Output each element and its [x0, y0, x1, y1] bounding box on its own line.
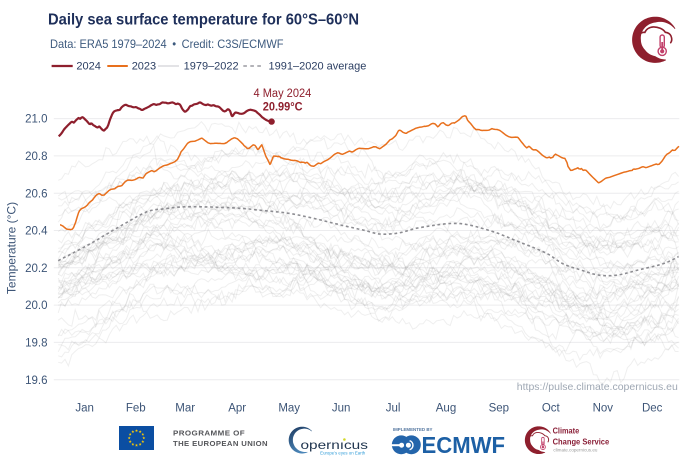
svg-text:1979–2022: 1979–2022 — [184, 61, 239, 73]
svg-text:20.8: 20.8 — [25, 151, 47, 163]
svg-text:4 May 2024: 4 May 2024 — [254, 88, 312, 100]
svg-text:20.0: 20.0 — [25, 300, 47, 312]
svg-text:Change Service: Change Service — [553, 437, 610, 447]
svg-text:Mar: Mar — [175, 403, 195, 415]
svg-text:2024: 2024 — [76, 61, 100, 73]
svg-text:Temperature (°C): Temperature (°C) — [5, 202, 19, 294]
svg-text:21.0: 21.0 — [25, 114, 47, 126]
svg-text:Nov: Nov — [593, 403, 614, 415]
svg-text:Europe’s eyes on Earth: Europe’s eyes on Earth — [320, 451, 366, 456]
svg-text:Jan: Jan — [75, 403, 94, 415]
svg-text:IMPLEMENTED BY: IMPLEMENTED BY — [393, 427, 433, 432]
svg-text:Aug: Aug — [436, 403, 456, 415]
svg-text:opernıcus: opernıcus — [301, 438, 368, 452]
svg-text:2023: 2023 — [132, 61, 156, 73]
svg-text:Apr: Apr — [228, 403, 246, 415]
svg-text:20.6: 20.6 — [25, 188, 47, 200]
svg-text:Climate: Climate — [553, 426, 580, 436]
svg-text:Feb: Feb — [126, 403, 146, 415]
svg-text:Data: ERA5 1979–2024 • Credit:: Data: ERA5 1979–2024 • Credit: C3S/ECMWF — [50, 37, 284, 51]
svg-text:Dec: Dec — [642, 403, 663, 415]
svg-text:ECMWF: ECMWF — [422, 432, 506, 458]
svg-text:Jul: Jul — [386, 403, 401, 415]
svg-text:climate.copernicus.eu: climate.copernicus.eu — [553, 448, 597, 453]
svg-text:Daily sea surface temperature: Daily sea surface temperature for 60°S–6… — [48, 12, 359, 29]
svg-text:19.6: 19.6 — [25, 375, 47, 387]
svg-text:20.2: 20.2 — [25, 263, 47, 275]
svg-text:1991–2020 average: 1991–2020 average — [269, 61, 367, 73]
svg-text:19.8: 19.8 — [25, 338, 47, 350]
svg-text:20.99°C: 20.99°C — [263, 100, 303, 114]
svg-text:https://pulse.climate.copernic: https://pulse.climate.copernicus.eu — [517, 382, 678, 393]
svg-text:Jun: Jun — [332, 403, 351, 415]
svg-text:Sep: Sep — [489, 403, 509, 415]
svg-text:PROGRAMME OF: PROGRAMME OF — [173, 431, 245, 438]
svg-text:20.4: 20.4 — [25, 226, 48, 238]
svg-text:THE EUROPEAN UNION: THE EUROPEAN UNION — [173, 441, 268, 448]
svg-text:Oct: Oct — [542, 403, 561, 415]
svg-text:May: May — [278, 403, 300, 415]
